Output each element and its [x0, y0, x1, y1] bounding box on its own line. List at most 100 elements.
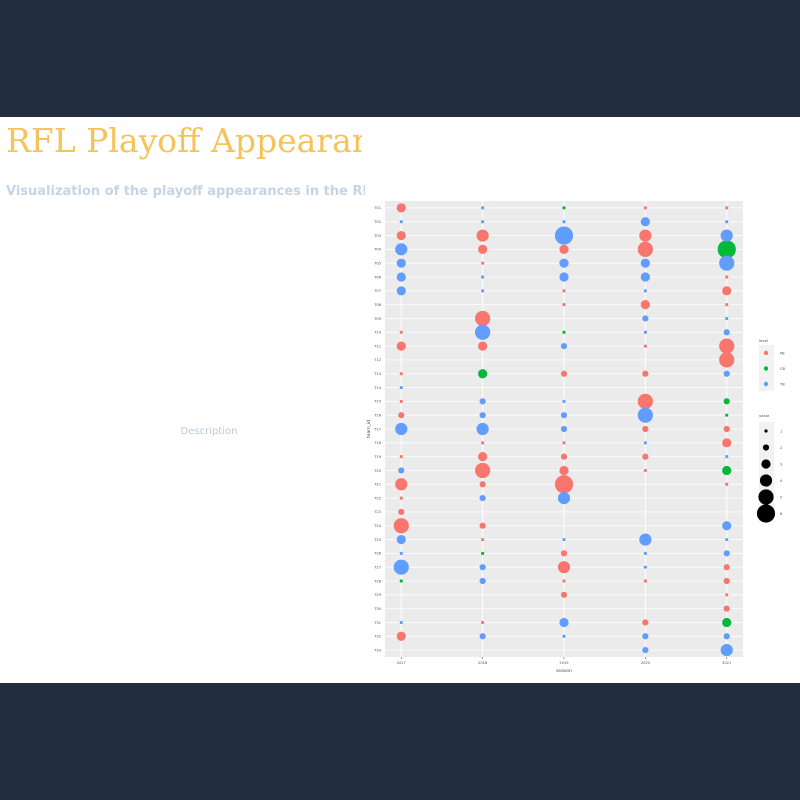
- legend-label: TB: [779, 382, 785, 386]
- bubble: [398, 467, 405, 474]
- bubble: [723, 633, 730, 640]
- bubble: [559, 272, 569, 282]
- legend-swatch: [763, 366, 769, 371]
- y-tick-label: T26: [373, 552, 381, 556]
- legend-label: 2: [780, 446, 782, 450]
- bubble: [719, 338, 735, 354]
- bubble: [560, 453, 568, 460]
- bubble: [640, 217, 650, 227]
- bubble: [643, 579, 647, 583]
- bubble: [399, 551, 403, 555]
- bubble: [643, 206, 647, 210]
- legend-swatch: [763, 381, 769, 387]
- bubble: [396, 230, 406, 241]
- bubble: [722, 286, 732, 296]
- bubble: [637, 241, 653, 257]
- bubble: [637, 393, 653, 409]
- bubble: [399, 385, 403, 390]
- bubble: [642, 633, 649, 640]
- bubble: [481, 289, 485, 293]
- bubble: [554, 226, 574, 245]
- bubble: [719, 255, 735, 271]
- bubble: [479, 577, 486, 585]
- bubble: [481, 275, 485, 279]
- x-tick-label: 2020: [641, 661, 651, 665]
- bubble: [642, 619, 649, 626]
- bubble: [478, 244, 488, 254]
- bubble: [722, 617, 732, 628]
- bubble: [717, 240, 736, 259]
- bubble: [643, 551, 647, 555]
- bubble: [643, 289, 647, 293]
- bubble: [559, 258, 569, 268]
- y-tick-label: T30: [373, 607, 381, 611]
- y-tick-label: T29: [373, 593, 381, 597]
- y-axis-title: team_id: [366, 420, 372, 438]
- bubble: [642, 453, 649, 460]
- y-tick-label: T13: [373, 372, 381, 376]
- bubble: [723, 425, 730, 433]
- y-tick-label: T15: [373, 400, 381, 404]
- bubble: [725, 316, 729, 321]
- bubble: [723, 550, 730, 557]
- bubble: [560, 412, 568, 419]
- bubble: [478, 341, 488, 351]
- y-tick-label: T10: [373, 331, 381, 335]
- x-tick-label: 2018: [478, 661, 488, 665]
- y-tick-label: T22: [373, 496, 381, 500]
- y-tick-label: T09: [373, 317, 381, 321]
- bubble: [399, 372, 403, 376]
- bubble: [559, 244, 569, 254]
- bubble: [481, 537, 485, 542]
- bubble: [725, 275, 729, 279]
- x-tick-label: 2017: [397, 661, 406, 665]
- bubble: [640, 258, 650, 268]
- bubble: [725, 593, 729, 597]
- y-tick-label: T03: [373, 234, 381, 238]
- bubble: [643, 330, 647, 334]
- y-tick-label: T12: [373, 358, 381, 362]
- legend-swatch: [763, 350, 769, 356]
- bubble: [723, 329, 730, 336]
- y-tick-label: T23: [373, 510, 381, 514]
- x-tick-label: 2021: [722, 661, 731, 665]
- legend-title: value: [759, 413, 770, 418]
- bubble: [396, 534, 406, 545]
- bubble: [723, 577, 730, 585]
- bubble: [723, 605, 730, 612]
- bubble: [560, 591, 568, 598]
- bubble: [478, 452, 488, 462]
- bubble: [481, 220, 485, 224]
- bubble: [479, 564, 486, 571]
- legend-label: 1: [780, 429, 782, 433]
- bubble: [639, 533, 652, 546]
- legend-label: 5: [780, 495, 782, 499]
- bubble: [562, 289, 566, 293]
- y-tick-label: T25: [373, 538, 381, 542]
- y-tick-label: T02: [373, 220, 381, 224]
- legend-label: 4: [780, 479, 783, 483]
- bubble: [479, 412, 486, 419]
- legend-size-key: [764, 429, 768, 433]
- bubble: [640, 272, 650, 282]
- y-tick-label: T28: [373, 579, 381, 583]
- bubble: [719, 352, 735, 368]
- y-tick-label: T04: [373, 248, 381, 252]
- content: RFL Playoff Appearanc Visualization of t…: [0, 117, 800, 683]
- bubble: [481, 261, 485, 265]
- y-tick-label: T18: [373, 441, 381, 445]
- y-tick-label: T07: [373, 289, 381, 293]
- bubble: [643, 441, 647, 445]
- bubble: [725, 303, 729, 307]
- bubble: [560, 550, 568, 557]
- bubble: [399, 399, 403, 403]
- page-subtitle: Visualization of the playoff appearances…: [6, 184, 365, 199]
- x-axis-title: season: [556, 669, 572, 674]
- legend-size-key: [758, 489, 774, 505]
- bubble: [725, 206, 729, 210]
- bubble: [722, 438, 732, 448]
- bubble: [562, 330, 566, 334]
- y-tick-label: T31: [373, 621, 381, 625]
- bubble: [723, 370, 730, 377]
